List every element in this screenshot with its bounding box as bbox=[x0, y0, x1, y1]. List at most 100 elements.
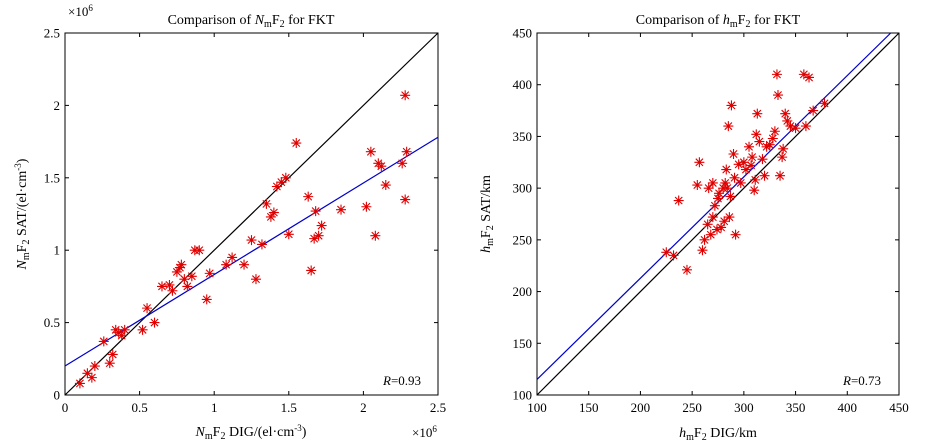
data-point bbox=[719, 216, 730, 227]
data-point bbox=[74, 378, 85, 389]
y-tick-label: 0 bbox=[54, 388, 61, 403]
data-point bbox=[400, 194, 411, 205]
lines bbox=[536, 32, 900, 396]
data-point bbox=[256, 239, 267, 250]
data-point bbox=[156, 281, 167, 292]
x-tick-label: 2.5 bbox=[430, 400, 446, 415]
x-tick-labels: 100 150 200 250 300 350 400 450 bbox=[527, 400, 909, 415]
data-point bbox=[730, 229, 741, 240]
data-point bbox=[702, 219, 713, 230]
lines bbox=[64, 32, 439, 396]
data-point bbox=[716, 222, 727, 233]
data-point bbox=[174, 262, 185, 273]
data-point bbox=[780, 108, 791, 119]
data-point bbox=[98, 336, 109, 347]
data-point bbox=[752, 108, 763, 119]
data-point bbox=[782, 115, 793, 126]
data-point bbox=[800, 121, 811, 132]
data-point bbox=[201, 294, 212, 305]
data-point bbox=[397, 158, 408, 169]
x-axis-label: NmF2 DIG/(el·cm-3) bbox=[195, 423, 307, 442]
data-point bbox=[673, 195, 684, 206]
data-point bbox=[182, 281, 193, 292]
y-tick-label: 350 bbox=[513, 129, 533, 144]
data-point bbox=[681, 264, 692, 275]
data-point bbox=[250, 274, 261, 285]
y-tick-label: 250 bbox=[513, 232, 533, 247]
data-point bbox=[772, 90, 783, 101]
x-tick-label: 150 bbox=[579, 400, 599, 415]
data-point bbox=[771, 69, 782, 80]
data-point bbox=[316, 220, 327, 231]
data-point bbox=[749, 185, 760, 196]
data-point bbox=[268, 207, 279, 218]
plot-frame bbox=[536, 32, 900, 396]
x-tick-label: 1 bbox=[211, 400, 218, 415]
data-point bbox=[167, 285, 178, 296]
data-point bbox=[104, 358, 115, 369]
data-point bbox=[271, 181, 282, 192]
data-point bbox=[694, 157, 705, 168]
data-point bbox=[261, 198, 272, 209]
data-point bbox=[86, 372, 97, 383]
y-exponent-label: ×106 bbox=[68, 3, 93, 19]
chart-title: Comparison of hmF2 for FKT bbox=[636, 13, 801, 30]
data-point bbox=[714, 188, 725, 199]
data-point bbox=[729, 172, 740, 183]
data-point bbox=[283, 229, 294, 240]
data-point bbox=[790, 123, 801, 134]
y-tick-label: 2.5 bbox=[44, 26, 60, 41]
x-tick-label: 0 bbox=[62, 400, 69, 415]
data-point bbox=[303, 191, 314, 202]
data-point bbox=[759, 170, 770, 181]
data-point bbox=[721, 164, 732, 175]
x-tick-label: 200 bbox=[631, 400, 651, 415]
data-point bbox=[711, 224, 722, 235]
data-point bbox=[221, 259, 232, 270]
data-point bbox=[775, 170, 786, 181]
data-point bbox=[777, 152, 788, 163]
data-point bbox=[194, 245, 205, 256]
y-tick-label: 200 bbox=[513, 284, 533, 299]
data-point bbox=[246, 235, 257, 246]
data-point bbox=[699, 234, 710, 245]
data-point bbox=[116, 330, 127, 341]
data-point bbox=[764, 139, 775, 150]
data-point bbox=[705, 229, 716, 240]
data-point bbox=[709, 200, 720, 211]
data-point bbox=[365, 146, 376, 157]
data-point bbox=[754, 136, 765, 147]
x-tick-label: 2 bbox=[360, 400, 367, 415]
y-tick-label: 400 bbox=[513, 77, 533, 92]
x-tick-label: 450 bbox=[889, 400, 909, 415]
data-point bbox=[265, 211, 276, 222]
data-point bbox=[707, 177, 718, 188]
data-point bbox=[726, 100, 737, 111]
correlation-annotation: R=0.93 bbox=[382, 373, 421, 388]
data-point bbox=[744, 141, 755, 152]
data-point bbox=[740, 164, 751, 175]
fit-line bbox=[64, 136, 439, 367]
data-point bbox=[751, 129, 762, 140]
data-point bbox=[725, 191, 736, 202]
data-point bbox=[724, 212, 735, 223]
data-point bbox=[89, 361, 100, 372]
data-point bbox=[380, 180, 391, 191]
data-point bbox=[310, 206, 321, 217]
data-point bbox=[738, 157, 749, 168]
data-point bbox=[733, 159, 744, 170]
y-tick-label: 100 bbox=[513, 388, 533, 403]
data-point bbox=[761, 141, 772, 152]
data-point bbox=[306, 265, 317, 276]
data-point bbox=[370, 230, 381, 241]
data-point bbox=[164, 279, 175, 290]
y-axis-label: NmF2 SAT/(el·cm-3) bbox=[13, 158, 32, 270]
data-point bbox=[723, 121, 734, 132]
data-point bbox=[149, 317, 160, 328]
data-point bbox=[819, 98, 830, 109]
data-point bbox=[668, 250, 679, 261]
data-point bbox=[239, 259, 250, 270]
data-point bbox=[186, 271, 197, 282]
x-axis-label: hmF2 DIG/km bbox=[679, 426, 757, 443]
data-point bbox=[204, 268, 215, 279]
